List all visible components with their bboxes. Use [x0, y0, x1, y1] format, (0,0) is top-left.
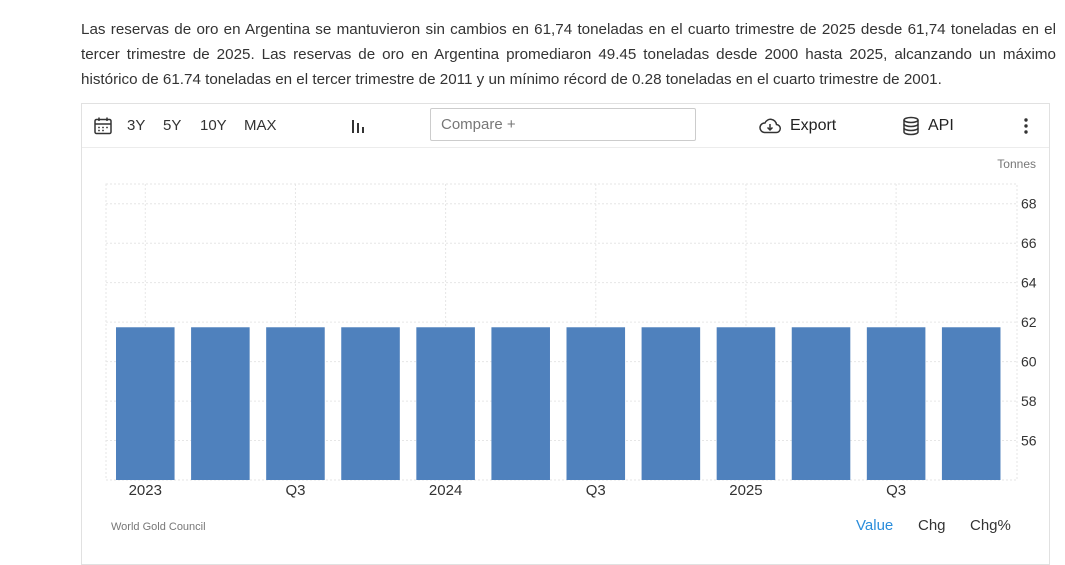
y-tick-label: 68: [1021, 196, 1037, 212]
y-tick-label: 62: [1021, 314, 1037, 330]
unit-label: Tonnes: [997, 157, 1036, 171]
export-button[interactable]: Export: [758, 104, 836, 147]
range-max-button[interactable]: MAX: [244, 117, 277, 134]
chart-panel: 3Y 5Y 10Y MAX Export: [81, 103, 1050, 565]
x-tick-label: Q3: [285, 482, 305, 499]
chart-footer: World Gold Council Value Chg Chg%: [82, 514, 1049, 544]
y-tick-label: 64: [1021, 275, 1037, 291]
description-paragraph: Las reservas de oro en Argentina se mant…: [81, 21, 1056, 88]
x-tick-label: 2023: [129, 482, 162, 499]
bar[interactable]: [491, 327, 550, 480]
x-tick-label: Q3: [586, 482, 606, 499]
cloud-download-icon: [759, 118, 781, 133]
export-label: Export: [790, 116, 837, 134]
bar[interactable]: [116, 327, 175, 480]
bar[interactable]: [266, 327, 325, 480]
bar-chart-type-icon[interactable]: [350, 104, 368, 147]
bar[interactable]: [791, 327, 851, 480]
tab-chg-percent[interactable]: Chg%: [970, 517, 1011, 534]
bar[interactable]: [341, 327, 400, 480]
tab-chg[interactable]: Chg: [918, 517, 946, 534]
y-tick-label: 60: [1021, 354, 1037, 370]
bar[interactable]: [566, 327, 626, 480]
bar[interactable]: [941, 327, 1001, 480]
bar[interactable]: [866, 327, 926, 480]
plot-area: [105, 183, 1018, 481]
range-10y-button[interactable]: 10Y: [200, 117, 227, 134]
y-tick-label: 58: [1021, 393, 1037, 409]
chart-toolbar: 3Y 5Y 10Y MAX Export: [82, 104, 1049, 148]
bar[interactable]: [641, 327, 701, 480]
y-tick-label: 56: [1021, 433, 1037, 449]
bar[interactable]: [191, 327, 250, 480]
bar-chart: Tonnes 56 58 60 62 64 66 68 2023 Q3 2024 Q3 2025 Q3: [105, 157, 1037, 499]
bar[interactable]: [416, 327, 475, 480]
range-5y-button[interactable]: 5Y: [163, 117, 182, 134]
source-label: World Gold Council: [111, 521, 206, 533]
tab-value[interactable]: Value: [856, 517, 894, 534]
api-button[interactable]: API: [902, 104, 954, 147]
more-vert-icon[interactable]: [1023, 104, 1029, 147]
y-tick-label: 66: [1021, 235, 1037, 251]
calendar-icon[interactable]: [93, 104, 113, 147]
bar[interactable]: [716, 327, 776, 480]
range-3y-button[interactable]: 3Y: [127, 117, 146, 134]
compare-input[interactable]: [430, 108, 696, 141]
database-icon: [903, 116, 919, 135]
x-tick-label: Q3: [886, 482, 906, 499]
api-label: API: [928, 116, 954, 134]
x-tick-label: 2025: [729, 482, 762, 499]
x-tick-label: 2024: [429, 482, 462, 499]
